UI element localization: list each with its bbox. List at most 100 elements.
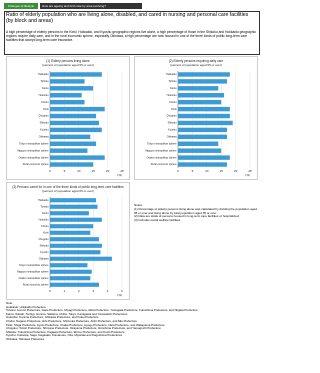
category-label: Kinki <box>43 231 49 234</box>
bar <box>50 120 99 126</box>
x-tick-label: 25 <box>248 169 252 173</box>
category-label: Tohoku <box>40 80 49 83</box>
category-label: Nagoya metropolitan sphere <box>17 149 49 152</box>
bar <box>50 93 82 98</box>
bar <box>178 72 230 77</box>
category-label: Hokkaido <box>38 199 49 202</box>
unit-label: (%) <box>245 173 250 177</box>
note-line: (2) Data are totals of persons housed in… <box>134 214 240 219</box>
chart-subtitle: (percent of population aged 65 or over) <box>42 63 94 67</box>
header-title: How are ageing and birth rate by area ev… <box>40 3 142 9</box>
note-line: Chubu: Nagano Prefecture, Gifu Prefectur… <box>6 318 137 323</box>
category-label: Nagoya metropolitan sphere <box>17 270 49 273</box>
note-line: Hokkaido: Hokkaido Prefecture <box>6 304 46 309</box>
bar <box>50 282 99 287</box>
chart-frame <box>134 56 258 180</box>
category-label: Hokkaido <box>166 73 177 76</box>
x-tick-label: 0 <box>49 289 51 293</box>
note-line: Chugoku: Tottori Prefecture, Shimane Pre… <box>6 326 161 331</box>
intro: A high percentage of elderly persons in … <box>6 30 256 42</box>
bar <box>50 237 99 242</box>
category-label: Osaka metropolitan sphere <box>146 156 177 159</box>
bar <box>50 217 102 222</box>
x-tick-label: 25 <box>120 169 124 173</box>
category-label: Chugoku <box>38 238 49 241</box>
bar <box>178 79 227 84</box>
bar <box>178 127 227 133</box>
chart-subtitle: (percent of population aged 65 or over) <box>170 63 222 67</box>
category-label: Kanto <box>170 87 177 90</box>
category-label: Kyushu <box>168 129 177 132</box>
category-label: Shikoku <box>168 122 178 125</box>
chart: (2) Elderly persons requiring daily care… <box>134 56 258 180</box>
category-label: Tokyo metropolitan sphere <box>19 264 49 267</box>
chart-title: (1) Elderly persons living alone <box>46 59 90 63</box>
bar <box>50 141 97 146</box>
category-label: Rural economic sphere <box>23 283 49 286</box>
x-tick-label: 0 <box>177 169 179 173</box>
chart-frame <box>6 56 130 180</box>
category-label: Shikoku <box>40 122 50 125</box>
category-label: Kinki <box>171 108 177 111</box>
category-label: Kyushu <box>40 129 49 132</box>
x-tick-label: 20 <box>234 169 238 173</box>
bar <box>50 224 94 229</box>
x-tick-label: 5 <box>64 169 66 173</box>
bar <box>178 113 230 119</box>
x-tick-label: 20 <box>106 169 110 173</box>
chart: (1) Elderly persons living alone(percent… <box>6 56 130 180</box>
category-label: Kyushu <box>40 251 49 254</box>
bar <box>50 79 85 84</box>
bar <box>50 134 91 140</box>
side-notes: Notes: (1) Percentage of elderly persons … <box>134 203 258 223</box>
bar <box>50 250 101 255</box>
bar <box>178 106 230 112</box>
unit-label: (%) <box>117 293 122 297</box>
bar <box>178 162 227 167</box>
category-label: Nagoya metropolitan sphere <box>145 149 177 152</box>
category-label: Tokyo metropolitan sphere <box>147 142 177 145</box>
bar <box>178 120 233 126</box>
bar <box>50 99 85 105</box>
bar <box>50 256 112 261</box>
bar <box>50 72 102 77</box>
category-label: Hokkaido <box>38 73 49 76</box>
bar <box>50 230 91 235</box>
bar <box>50 106 105 112</box>
section-tag: Changes of lifestyle <box>4 3 38 9</box>
category-label: Hokuriku <box>39 94 49 97</box>
chart-title: (2) Elderly persons requiring daily care <box>169 59 224 63</box>
category-label: Kanto <box>42 87 49 90</box>
bar <box>50 276 91 281</box>
category-label: Osaka metropolitan sphere <box>18 156 49 159</box>
bar <box>178 93 225 98</box>
bar <box>178 134 227 140</box>
note-line: Tohoku: Aomori Prefecture, Iwate Prefect… <box>6 308 198 313</box>
note-line: (3) Includes social welfare facilities. <box>134 218 182 223</box>
category-label: Tohoku <box>168 80 177 83</box>
category-label: Chubu <box>41 225 49 228</box>
note-line: (1) Percentage of elderly persons living… <box>134 206 257 215</box>
category-label: Tohoku <box>40 205 49 208</box>
chart-frame <box>6 182 130 300</box>
x-tick-label: 10 <box>77 169 81 173</box>
bottom-notes: Note: Hokkaido: Hokkaido Prefecture Tohoku… <box>6 301 258 342</box>
category-label: Chugoku <box>38 115 49 118</box>
x-tick-label: 10 <box>205 169 209 173</box>
bar <box>50 204 98 209</box>
bar <box>50 211 89 216</box>
bar <box>50 198 97 203</box>
category-label: Rural economic sphere <box>23 163 49 166</box>
category-label: Hokuriku <box>167 94 177 97</box>
note-line: Shikoku: Tokushima Prefecture, Kagawa Pr… <box>6 329 125 334</box>
bar <box>50 127 102 133</box>
category-label: Kinki <box>43 108 49 111</box>
bar <box>50 113 97 119</box>
x-tick-label: 3 <box>92 289 94 293</box>
category-label: Hokuriku <box>39 218 49 221</box>
note-line: Hokuriku: Toyama Prefecture, Ishikawa Pr… <box>6 315 99 320</box>
category-label: Tokyo metropolitan sphere <box>19 142 49 145</box>
category-label: Okinawa <box>39 135 49 138</box>
x-tick-label: 4 <box>107 289 109 293</box>
x-tick-label: 5 <box>121 289 123 293</box>
